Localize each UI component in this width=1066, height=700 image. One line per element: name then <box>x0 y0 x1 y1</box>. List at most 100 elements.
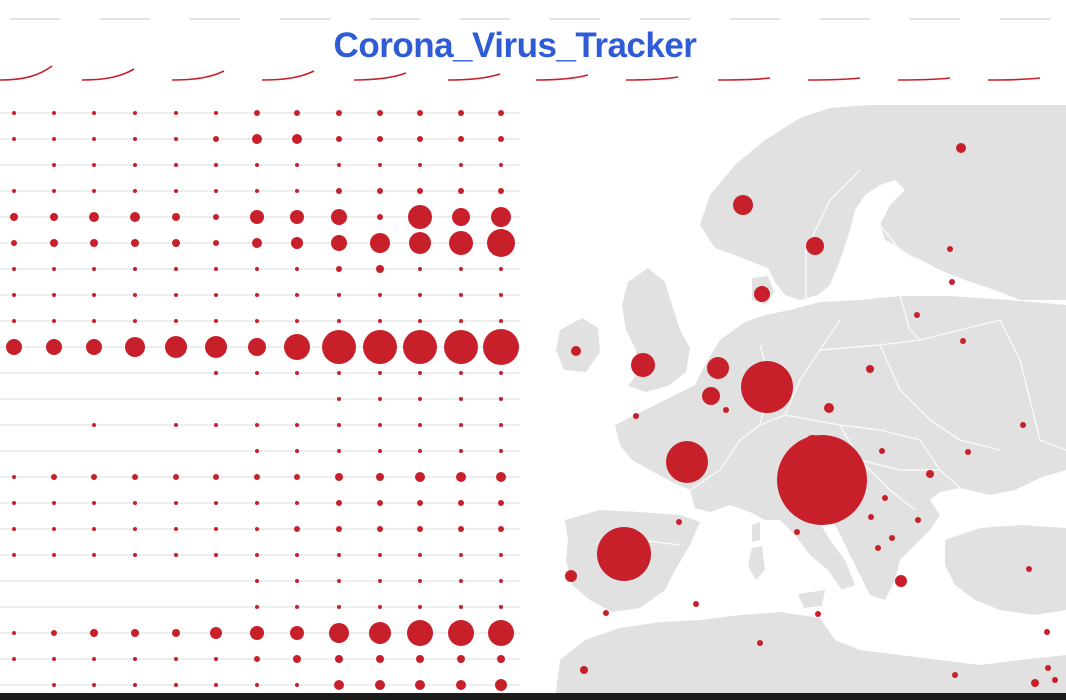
matrix-dot <box>174 423 178 427</box>
matrix-dot <box>378 293 382 297</box>
matrix-dot <box>378 423 382 427</box>
map-bubble <box>915 517 921 523</box>
matrix-dot <box>459 579 463 583</box>
matrix-dot <box>131 239 139 247</box>
map-bubble <box>633 413 639 419</box>
matrix-dot <box>417 110 423 116</box>
matrix-dot <box>11 240 17 246</box>
matrix-dot <box>295 293 299 297</box>
map-bubble <box>571 346 581 356</box>
sparkline <box>987 77 1041 81</box>
matrix-dot <box>52 267 56 271</box>
map-bubble <box>1020 422 1026 428</box>
matrix-dot <box>52 501 56 505</box>
matrix-dot <box>418 397 422 401</box>
matrix-dot <box>12 553 16 557</box>
matrix-dot <box>52 657 56 661</box>
matrix-dot <box>418 423 422 427</box>
sparkline <box>171 70 225 81</box>
matrix-dot <box>12 631 16 635</box>
map-bubble <box>815 611 821 617</box>
matrix-dot <box>214 553 218 557</box>
matrix-dot <box>214 189 218 193</box>
matrix-dot <box>293 655 301 663</box>
matrix-dot <box>457 655 465 663</box>
matrix-dot <box>213 240 219 246</box>
matrix-dot <box>133 683 137 687</box>
matrix-dot <box>174 553 178 557</box>
matrix-dot <box>92 189 96 193</box>
matrix-dot <box>294 526 300 532</box>
matrix-dot <box>12 267 16 271</box>
matrix-dot <box>133 527 137 531</box>
matrix-dot <box>449 231 473 255</box>
matrix-dot <box>255 267 259 271</box>
matrix-dot <box>213 136 219 142</box>
matrix-dot <box>284 334 310 360</box>
matrix-dot <box>499 163 503 167</box>
matrix-dot <box>377 500 383 506</box>
matrix-dot <box>498 526 504 532</box>
matrix-dot <box>335 655 343 663</box>
matrix-dot <box>291 237 303 249</box>
matrix-dot <box>416 655 424 663</box>
matrix-dot <box>50 213 58 221</box>
matrix-dot <box>174 267 178 271</box>
matrix-dot <box>498 110 504 116</box>
matrix-dot <box>337 423 341 427</box>
sparkline <box>261 70 315 81</box>
matrix-dot <box>295 579 299 583</box>
matrix-dot <box>214 267 218 271</box>
matrix-dot <box>10 213 18 221</box>
map-bubble <box>965 449 971 455</box>
matrix-dot <box>378 553 382 557</box>
matrix-dot <box>92 319 96 323</box>
matrix-dot <box>174 501 178 505</box>
matrix-dot <box>499 579 503 583</box>
matrix-dot <box>495 679 507 691</box>
matrix-dot <box>52 137 56 141</box>
matrix-dot <box>255 371 259 375</box>
dot-matrix-gridlines <box>0 112 520 686</box>
matrix-dot <box>336 526 342 532</box>
map-bubble <box>754 286 770 302</box>
matrix-dot <box>214 111 218 115</box>
map-bubble <box>1031 679 1039 687</box>
sparkline <box>353 72 407 81</box>
matrix-dot <box>294 110 300 116</box>
map-bubble <box>707 357 729 379</box>
map-bubble <box>741 361 793 413</box>
matrix-dot <box>12 189 16 193</box>
map-bubble <box>882 495 888 501</box>
matrix-dot <box>174 657 178 661</box>
matrix-dot <box>295 267 299 271</box>
matrix-dot <box>174 111 178 115</box>
matrix-dot <box>498 188 504 194</box>
matrix-dot <box>295 189 299 193</box>
matrix-dot <box>255 605 259 609</box>
map-bubble <box>631 353 655 377</box>
matrix-dot <box>90 239 98 247</box>
matrix-dot <box>376 265 384 273</box>
map-bubble <box>879 448 885 454</box>
matrix-dot <box>92 423 96 427</box>
matrix-dot <box>499 605 503 609</box>
matrix-dot <box>499 553 503 557</box>
matrix-dot <box>12 319 16 323</box>
map-bubble <box>926 470 934 478</box>
matrix-dot <box>172 629 180 637</box>
matrix-dot <box>255 189 259 193</box>
map-bubble <box>723 407 729 413</box>
matrix-dot <box>50 239 58 247</box>
matrix-dot <box>417 500 423 506</box>
map-bubble <box>804 435 822 453</box>
matrix-dot <box>336 110 342 116</box>
map-land-britain <box>622 268 690 392</box>
matrix-dot <box>174 293 178 297</box>
matrix-dot <box>499 267 503 271</box>
matrix-dot <box>92 137 96 141</box>
matrix-dot <box>174 527 178 531</box>
matrix-dot <box>174 163 178 167</box>
matrix-dot <box>459 605 463 609</box>
matrix-dot <box>378 579 382 583</box>
